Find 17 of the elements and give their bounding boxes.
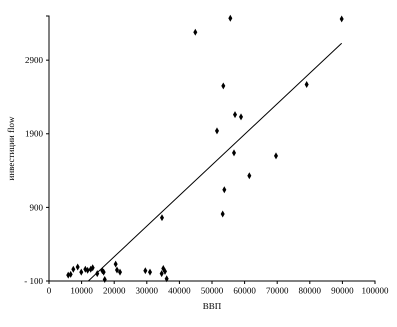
- x-tick-label: 80000: [298, 285, 322, 296]
- x-tick-label: 50000: [200, 285, 224, 296]
- y-tick-label: 2900: [25, 55, 44, 66]
- y-tick-label: 900: [30, 202, 44, 212]
- x-tick-label: 100000: [362, 285, 389, 296]
- y-tick-label: - 100: [24, 276, 44, 286]
- x-tick-label: 30000: [136, 285, 159, 296]
- x-tick-label: 0: [46, 285, 52, 296]
- x-tick-label: 10000: [70, 285, 94, 296]
- x-tick-label: 60000: [233, 285, 256, 296]
- y-axis-title: инвестиции flow: [6, 116, 16, 180]
- x-tick-label: 90000: [331, 285, 354, 296]
- x-tick-label: 40000: [168, 285, 192, 296]
- y-tick-label: 1900: [25, 128, 44, 139]
- x-tick-label: 70000: [266, 285, 289, 296]
- x-tick-label: 20000: [102, 285, 126, 296]
- x-axis-title: ВВП: [202, 301, 222, 311]
